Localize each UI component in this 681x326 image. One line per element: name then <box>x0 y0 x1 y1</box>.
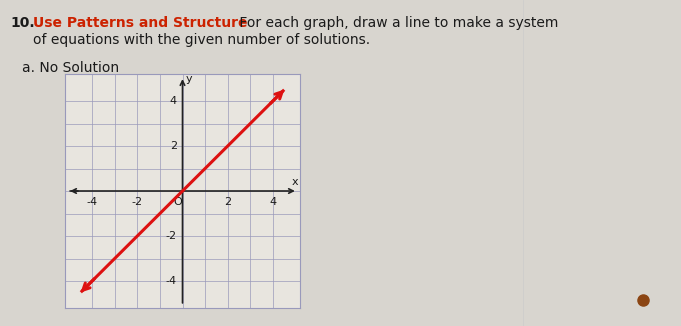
Text: O: O <box>173 197 182 207</box>
Text: 4: 4 <box>269 197 276 207</box>
Text: y: y <box>185 73 192 83</box>
Text: 10.: 10. <box>10 16 35 30</box>
Text: -2: -2 <box>131 197 143 207</box>
Text: Use Patterns and Structure: Use Patterns and Structure <box>33 16 247 30</box>
Text: x: x <box>292 177 299 187</box>
Text: a. No Solution: a. No Solution <box>22 61 119 75</box>
Text: of equations with the given number of solutions.: of equations with the given number of so… <box>33 33 370 47</box>
Text: 2: 2 <box>170 141 177 151</box>
Text: 2: 2 <box>224 197 232 207</box>
Text: 4: 4 <box>170 96 177 106</box>
Text: For each graph, draw a line to make a system: For each graph, draw a line to make a sy… <box>235 16 558 30</box>
Text: -4: -4 <box>86 197 97 207</box>
Text: -2: -2 <box>165 231 177 241</box>
Text: -4: -4 <box>165 276 177 286</box>
